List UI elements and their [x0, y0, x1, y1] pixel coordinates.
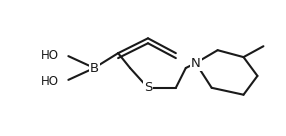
Text: HO: HO	[40, 49, 58, 62]
Text: HO: HO	[40, 75, 58, 88]
Text: N: N	[191, 57, 200, 69]
Text: B: B	[90, 61, 99, 75]
Text: S: S	[144, 81, 152, 94]
